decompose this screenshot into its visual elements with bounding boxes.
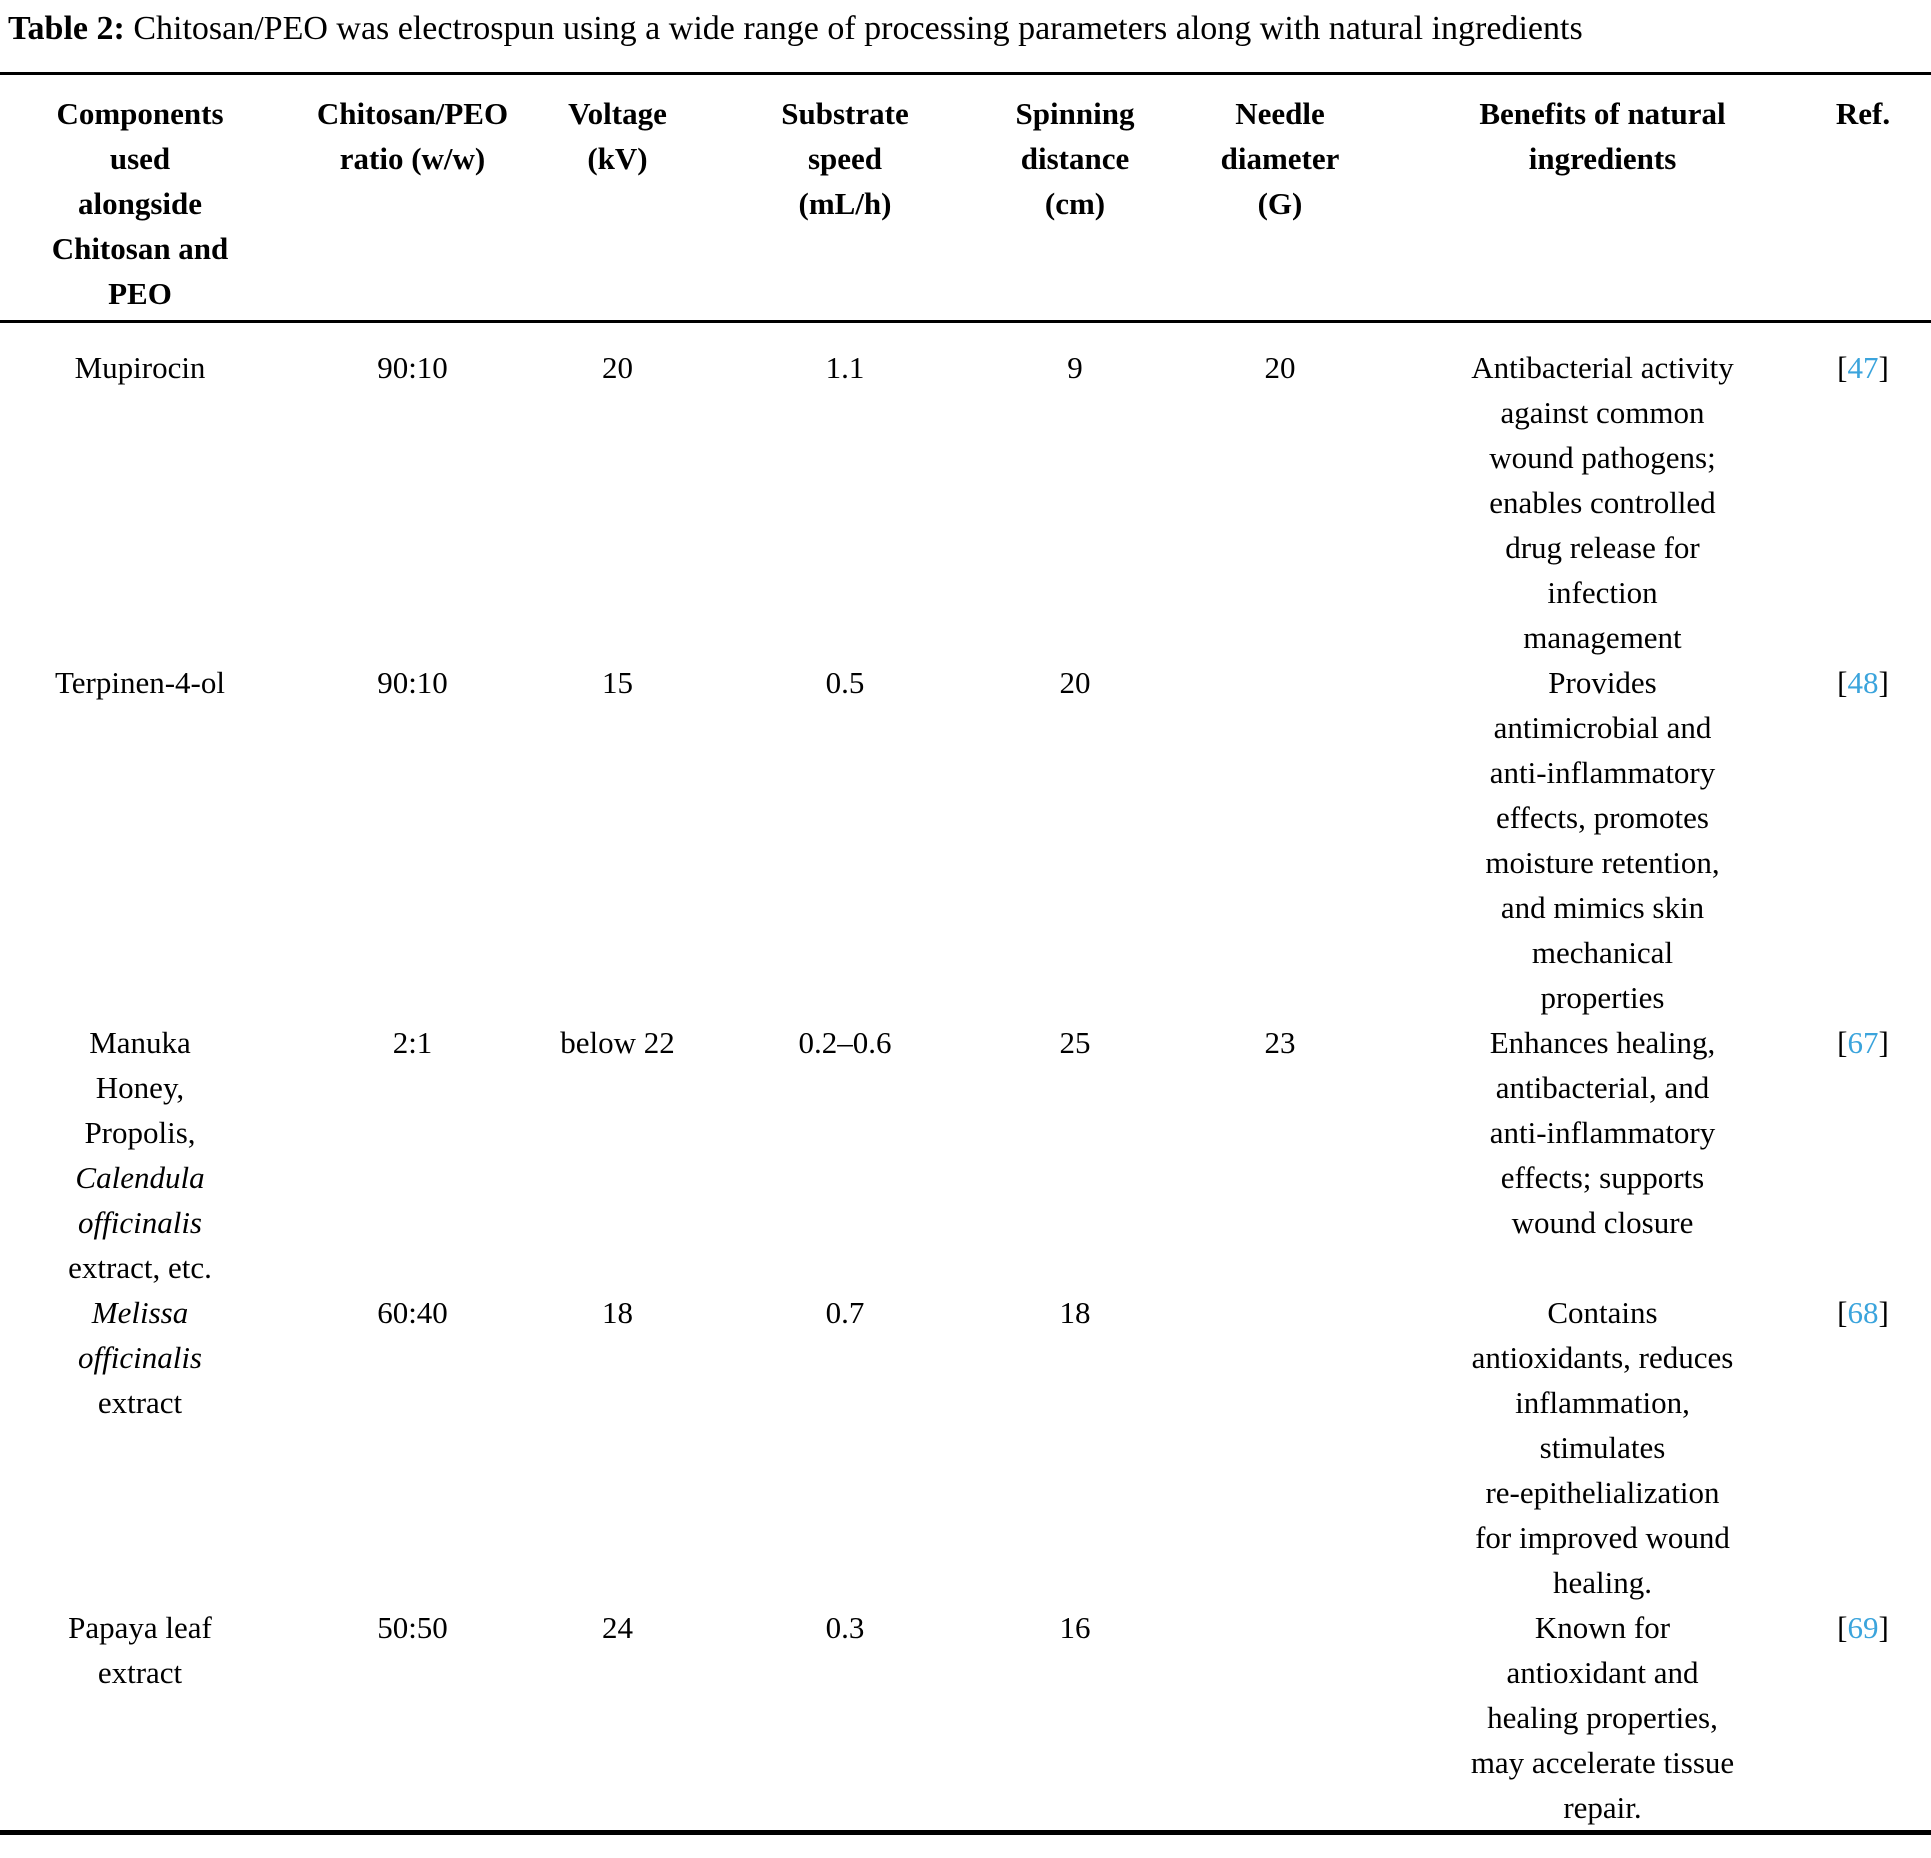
cell-spinning-distance: 25 bbox=[1059, 1025, 1091, 1060]
cell-spinning-distance: 20 bbox=[1059, 665, 1091, 700]
header-row: Components used alongside Chitosan and PEO Ch… bbox=[0, 72, 1931, 323]
cell-ref: [69] bbox=[1837, 1610, 1889, 1645]
reference-link[interactable]: 69 bbox=[1847, 1610, 1879, 1645]
reference-link[interactable]: 47 bbox=[1847, 350, 1879, 385]
italic-species-name: officinalis bbox=[78, 1205, 202, 1240]
table-header: Components used alongside Chitosan and PEO Ch… bbox=[0, 72, 1931, 323]
cell-component: Melissa officinalis extract bbox=[78, 1295, 202, 1420]
cell-voltage: below 22 bbox=[560, 1025, 675, 1060]
cell-ref: [47] bbox=[1837, 350, 1889, 385]
column-header-spinning-distance: Spinning distance (cm) bbox=[1000, 72, 1150, 323]
table-body: Mupirocin 90:10 20 1.1 9 20 Antibacterial acti… bbox=[0, 322, 1931, 1833]
cell-substrate-speed: 0.5 bbox=[825, 665, 865, 700]
reference-link[interactable]: 48 bbox=[1847, 665, 1879, 700]
cell-needle-diameter: 20 bbox=[1264, 350, 1296, 385]
cell-spinning-distance: 9 bbox=[1067, 350, 1083, 385]
cell-ratio: 50:50 bbox=[377, 1610, 448, 1645]
italic-species-name: Melissa bbox=[91, 1295, 189, 1330]
column-header-needle-diameter: Needle diameter (G) bbox=[1150, 72, 1410, 323]
cell-ref: [48] bbox=[1837, 665, 1889, 700]
cell-component: Terpinen-4-ol bbox=[55, 665, 225, 700]
column-header-ratio: Chitosan/PEO ratio (w/w) bbox=[280, 72, 545, 323]
cell-voltage: 20 bbox=[602, 350, 633, 385]
cell-substrate-speed: 0.2–0.6 bbox=[798, 1025, 892, 1060]
cell-substrate-speed: 0.7 bbox=[825, 1295, 865, 1330]
cell-benefits: Contains antioxidants, reduces inflammatio… bbox=[1471, 1295, 1734, 1600]
cell-needle-diameter bbox=[1150, 1290, 1410, 1605]
cell-needle-diameter bbox=[1150, 1605, 1410, 1833]
cell-needle-diameter: 23 bbox=[1264, 1025, 1296, 1060]
column-header-voltage: Voltage (kV) bbox=[545, 72, 690, 323]
reference-link[interactable]: 68 bbox=[1847, 1295, 1879, 1330]
column-header-benefits: Benefits of natural ingredients bbox=[1410, 72, 1795, 323]
cell-ratio: 90:10 bbox=[377, 350, 448, 385]
cell-spinning-distance: 16 bbox=[1059, 1610, 1091, 1645]
italic-species-name: officinalis bbox=[78, 1340, 202, 1375]
italic-species-name: Calendula bbox=[75, 1160, 205, 1195]
cell-needle-diameter bbox=[1150, 660, 1410, 1020]
cell-voltage: 18 bbox=[602, 1295, 633, 1330]
cell-ratio: 60:40 bbox=[377, 1295, 448, 1330]
table-caption: Table 2: Chitosan/PEO was electrospun us… bbox=[8, 8, 1931, 50]
cell-ref: [68] bbox=[1837, 1295, 1889, 1330]
cell-substrate-speed: 0.3 bbox=[825, 1610, 865, 1645]
cell-component: Papaya leaf extract bbox=[68, 1610, 212, 1690]
cell-voltage: 15 bbox=[602, 665, 633, 700]
cell-substrate-speed: 1.1 bbox=[825, 350, 865, 385]
table-caption-label: Table 2: bbox=[8, 10, 125, 47]
column-header-component: Components used alongside Chitosan and PEO bbox=[0, 72, 280, 323]
table-row: Terpinen-4-ol 90:10 15 0.5 20 Provides antimic… bbox=[0, 660, 1931, 1020]
table-caption-text: Chitosan/PEO was electrospun using a wid… bbox=[124, 10, 1583, 47]
parameters-table: Components used alongside Chitosan and PEO Ch… bbox=[0, 72, 1931, 1835]
cell-ref: [67] bbox=[1837, 1025, 1889, 1060]
cell-component: Mupirocin bbox=[74, 350, 206, 385]
column-header-ref: Ref. bbox=[1795, 72, 1931, 323]
column-header-substrate-speed: Substrate speed (mL/h) bbox=[690, 72, 1000, 323]
table-row: Papaya leaf extract 50:50 24 0.3 16 Known for a… bbox=[0, 1605, 1931, 1833]
cell-component: Manuka Honey, Propolis, Calendula officinali… bbox=[68, 1025, 212, 1285]
cell-benefits: Known for antioxidant and healing properti… bbox=[1470, 1610, 1735, 1825]
table-row: Manuka Honey, Propolis, Calendula officinali… bbox=[0, 1020, 1931, 1290]
reference-link[interactable]: 67 bbox=[1847, 1025, 1879, 1060]
cell-benefits: Enhances healing, antibacterial, and anti-… bbox=[1489, 1025, 1716, 1240]
cell-ratio: 2:1 bbox=[392, 1025, 433, 1060]
table-row: Melissa officinalis extract 60:40 18 0.7 18 Con… bbox=[0, 1290, 1931, 1605]
table-row: Mupirocin 90:10 20 1.1 9 20 Antibacterial acti… bbox=[0, 322, 1931, 661]
cell-ratio: 90:10 bbox=[377, 665, 448, 700]
cell-benefits: Antibacterial activity against common woun… bbox=[1471, 350, 1734, 655]
cell-spinning-distance: 18 bbox=[1059, 1295, 1091, 1330]
cell-voltage: 24 bbox=[602, 1610, 633, 1645]
cell-benefits: Provides antimicrobial and anti-inflammato… bbox=[1485, 665, 1720, 1015]
